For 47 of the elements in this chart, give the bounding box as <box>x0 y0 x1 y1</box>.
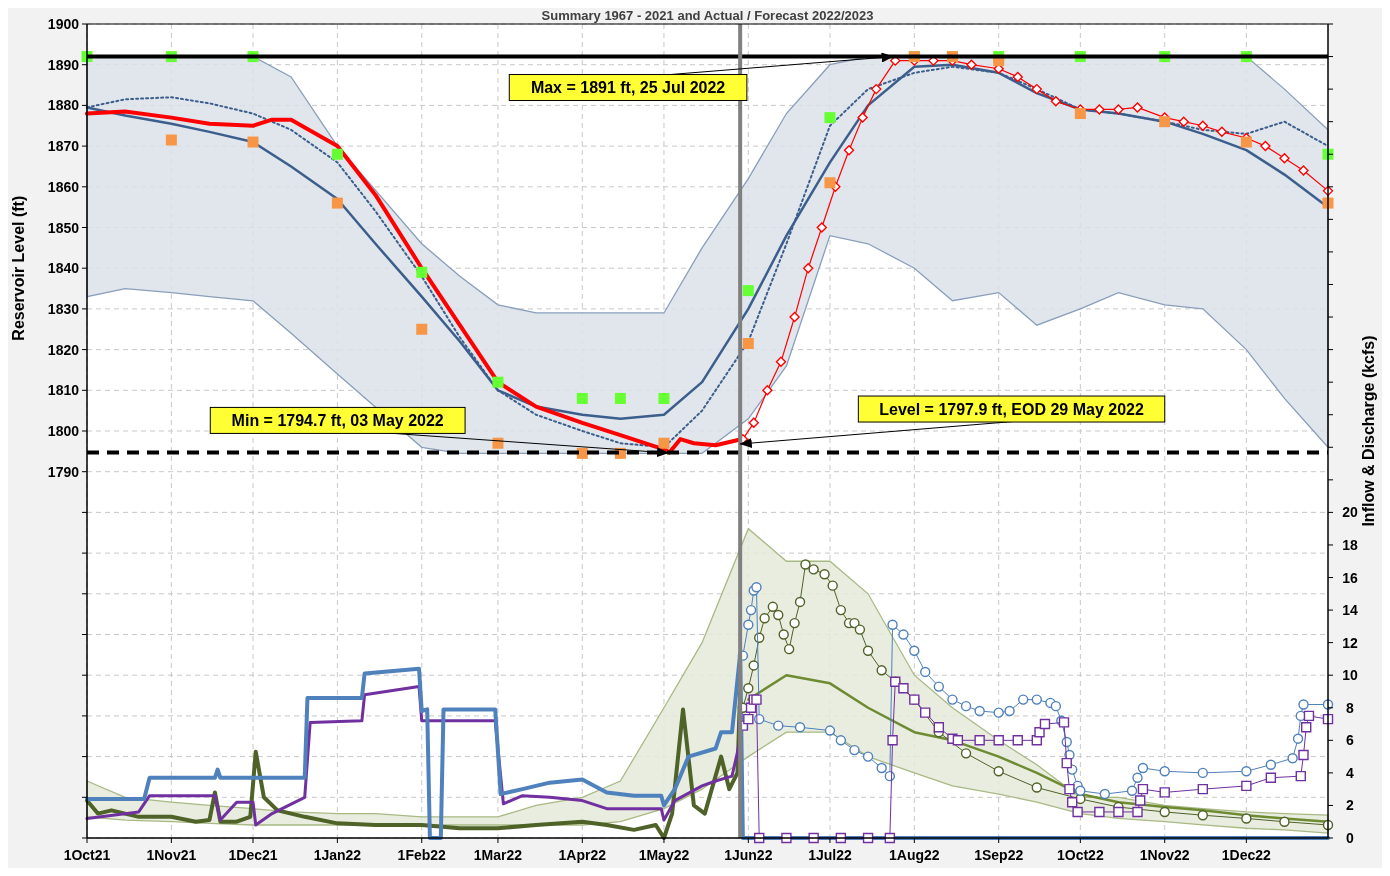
x-tick-label: 1Nov22 <box>1139 847 1190 863</box>
y-tick-label: 1900 <box>47 16 80 32</box>
y2-tick-label: 10 <box>1342 667 1358 684</box>
x-tick-label: 1May22 <box>638 847 690 863</box>
x-tick-label: 1Jun22 <box>724 847 773 863</box>
x-tick-label: 1Oct21 <box>63 847 111 863</box>
y-tick-label: 1830 <box>47 300 80 317</box>
chart-title: Summary 1967 - 2021 and Actual / Forecast 2022/2023 <box>541 8 874 23</box>
y2-tick-label: 8 <box>1346 699 1355 716</box>
callout: Max = 1891 ft, 25 Jul 2022 <box>508 52 895 101</box>
annotation: Min = 1794.7 ft, 03 May 2022 <box>231 411 444 429</box>
annotation: Level = 1797.9 ft, EOD 29 May 2022 <box>879 400 1144 418</box>
y-tick-label: 1790 <box>47 463 80 480</box>
annotation: Max = 1891 ft, 25 Jul 2022 <box>530 78 726 96</box>
y2-tick-label: 12 <box>1342 634 1358 651</box>
y-tick-label: 1840 <box>47 260 80 277</box>
x-tick-label: 1Nov21 <box>146 847 197 863</box>
y-axis-title: Reservoir Level (ft) <box>10 195 27 341</box>
y-tick-label: 1820 <box>47 341 80 358</box>
x-tick-label: 1Jan22 <box>313 847 362 863</box>
y2-tick-label: 20 <box>1342 504 1358 521</box>
y-tick-label: 1890 <box>47 56 80 73</box>
x-tick-label: 1Jul22 <box>808 847 852 863</box>
y2-tick-label: 2 <box>1346 797 1355 814</box>
y2-tick-label: 4 <box>1346 764 1355 781</box>
callout: Min = 1794.7 ft, 03 May 2022 <box>209 406 670 458</box>
callout: Level = 1797.9 ft, EOD 29 May 2022 <box>739 395 1166 448</box>
x-tick-label: 1Aug22 <box>889 847 940 863</box>
y-tick-label: 1800 <box>47 423 80 439</box>
y-tick-label: 1810 <box>47 382 80 399</box>
y-tick-label: 1870 <box>47 138 80 155</box>
x-tick-label: 1Sep22 <box>974 847 1024 863</box>
y2-tick-label: 14 <box>1342 602 1358 619</box>
y-tick-label: 1860 <box>47 178 80 195</box>
y2-tick-label: 18 <box>1342 536 1358 553</box>
y2-tick-label: 6 <box>1346 732 1355 749</box>
x-tick-label: 1Mar22 <box>473 847 523 863</box>
y2-tick-label: 0 <box>1346 830 1355 846</box>
x-tick-label: 1Dec21 <box>228 847 278 863</box>
y2-tick-label: 16 <box>1342 569 1358 586</box>
x-tick-label: 1Feb22 <box>397 847 447 863</box>
x-tick-label: 1Apr22 <box>558 847 607 863</box>
x-tick-label: 1Oct22 <box>1056 847 1104 863</box>
y2-axis-title: Inflow & Discharge (kcfs) <box>1360 335 1377 527</box>
x-tick-label: 1Dec22 <box>1221 847 1272 863</box>
y-tick-label: 1850 <box>47 219 80 236</box>
y-tick-label: 1880 <box>47 97 80 114</box>
